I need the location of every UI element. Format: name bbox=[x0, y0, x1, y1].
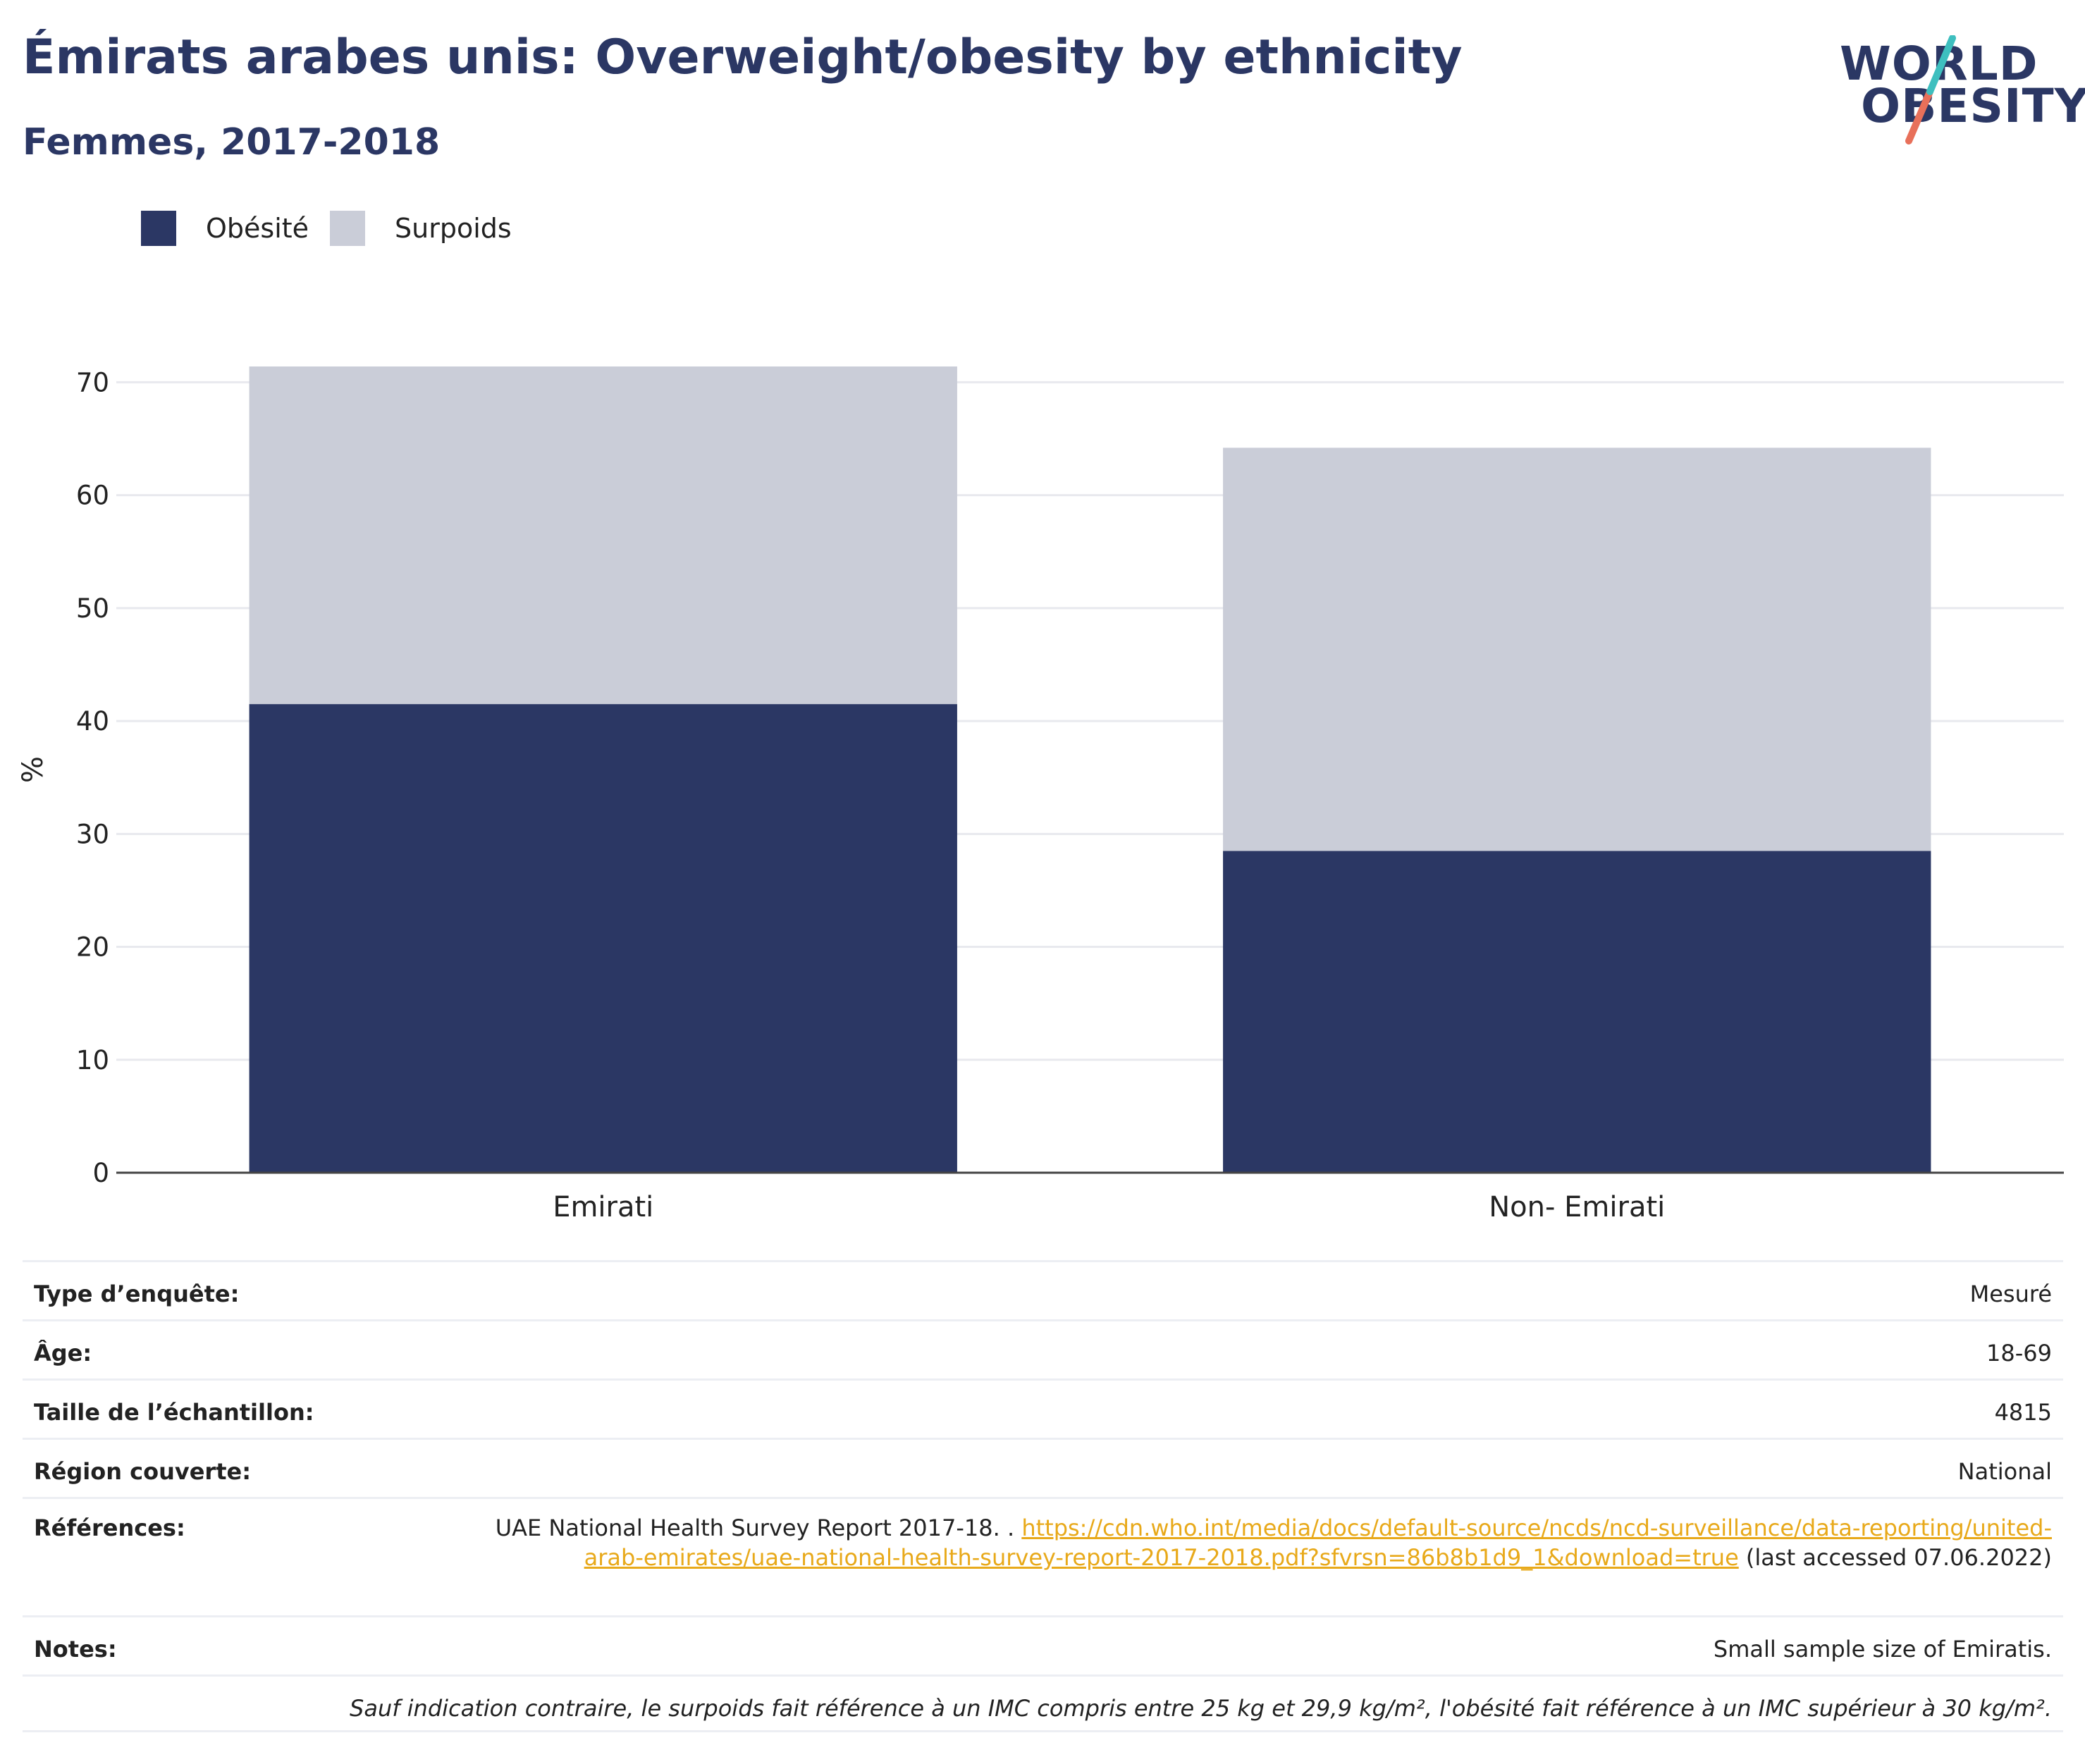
y-tick-label: 10 bbox=[76, 1045, 109, 1075]
legend-label-overweight: Surpoids bbox=[395, 213, 512, 244]
references-text: UAE National Health Survey Report 2017-1… bbox=[495, 1515, 1015, 1541]
references-suffix: (last accessed 07.06.2022) bbox=[1745, 1544, 2052, 1571]
y-axis-title: % bbox=[17, 756, 49, 783]
references-link[interactable]: https://cdn.who.int/media/docs/default-s… bbox=[584, 1515, 2052, 1571]
info-value: 4815 bbox=[1994, 1399, 2052, 1426]
world-obesity-logo: WORLD OBESITY bbox=[1840, 35, 2085, 148]
chart-subtitle: Femmes, 2017-2018 bbox=[23, 121, 441, 164]
info-row-region: Région couverte: National bbox=[23, 1438, 2063, 1497]
survey-info-table: Type d’enquête: Mesuré Âge: 18-69 Taille… bbox=[23, 1260, 2063, 1732]
info-row-references: Références: UAE National Health Survey R… bbox=[23, 1497, 2063, 1615]
footnote-text: Sauf indication contraire, le surpoids f… bbox=[350, 1695, 2052, 1722]
y-tick-label: 30 bbox=[76, 819, 109, 849]
y-tick-label: 50 bbox=[76, 593, 109, 624]
info-label: Notes: bbox=[34, 1636, 117, 1663]
info-label: Région couverte: bbox=[34, 1458, 251, 1485]
logo-slash-icon bbox=[1905, 35, 1956, 144]
legend-item-obesity[interactable]: Obésité bbox=[141, 211, 309, 246]
info-footnote: Sauf indication contraire, le surpoids f… bbox=[23, 1674, 2063, 1732]
legend-swatch-overweight bbox=[330, 211, 366, 246]
legend: Obésité Surpoids bbox=[141, 210, 512, 247]
info-value: Mesuré bbox=[1969, 1281, 2052, 1307]
info-label: Références: bbox=[34, 1515, 185, 1541]
info-value: Small sample size of Emiratis. bbox=[1713, 1636, 2052, 1663]
info-row-survey-type: Type d’enquête: Mesuré bbox=[23, 1260, 2063, 1319]
bar-overweight bbox=[249, 366, 957, 705]
references-value: UAE National Health Survey Report 2017-1… bbox=[487, 1513, 2052, 1572]
bar-obesity bbox=[1223, 851, 1931, 1173]
info-label: Âge: bbox=[34, 1340, 92, 1367]
info-value: 18-69 bbox=[1986, 1340, 2052, 1367]
y-tick-label: 40 bbox=[76, 706, 109, 736]
info-label: Taille de l’échantillon: bbox=[34, 1399, 314, 1426]
bar-chart: 0 10 20 30 40 50 60 70 Emirati Non- Emirati% bbox=[17, 366, 2064, 1223]
legend-swatch-obesity bbox=[141, 211, 176, 246]
bar-overweight bbox=[1223, 448, 1931, 851]
y-tick-label: 70 bbox=[76, 367, 109, 397]
info-row-notes: Notes: Small sample size of Emiratis. bbox=[23, 1615, 2063, 1674]
info-row-sample-size: Taille de l’échantillon: 4815 bbox=[23, 1378, 2063, 1438]
info-value: National bbox=[1957, 1458, 2052, 1485]
x-tick-label: Non- Emirati bbox=[1489, 1191, 1665, 1223]
info-row-age: Âge: 18-69 bbox=[23, 1319, 2063, 1378]
x-tick-label: Emirati bbox=[553, 1191, 653, 1223]
chart-title: Émirats arabes unis: Overweight/obesity … bbox=[23, 30, 1463, 85]
legend-label-obesity: Obésité bbox=[206, 213, 309, 244]
info-label: Type d’enquête: bbox=[34, 1281, 240, 1307]
y-tick-label: 0 bbox=[92, 1158, 109, 1188]
legend-item-overweight[interactable]: Surpoids bbox=[330, 211, 512, 246]
y-tick-label: 20 bbox=[76, 932, 109, 963]
bar-obesity bbox=[249, 704, 957, 1173]
y-tick-label: 60 bbox=[76, 481, 109, 511]
logo-line-2: OBESITY bbox=[1861, 79, 2085, 133]
